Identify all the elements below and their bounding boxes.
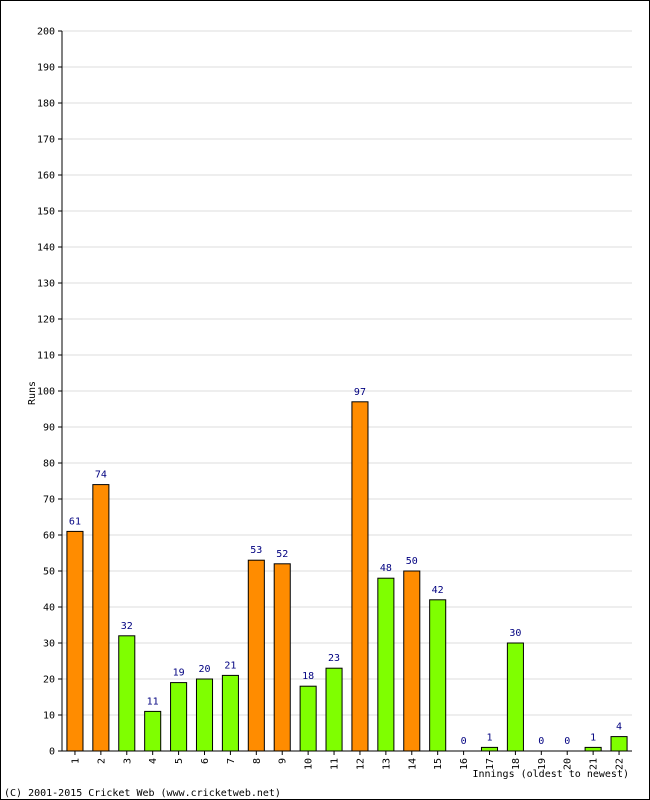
grid-lines xyxy=(58,30,632,752)
x-tick-label: 22 xyxy=(615,758,626,770)
value-label: 53 xyxy=(250,545,262,556)
x-tick-label: 17 xyxy=(485,758,496,770)
value-labels: 61 74 32 11 19 20 21 53 52 18 23 97 48 50 42 0 1 30 0 0 1 4 xyxy=(69,387,622,747)
x-tick-label: 19 xyxy=(537,758,548,770)
bar xyxy=(66,530,84,752)
bar xyxy=(247,559,265,752)
bar xyxy=(480,746,499,752)
y-tick-label: 140 xyxy=(37,243,55,254)
bar xyxy=(351,401,369,752)
bar xyxy=(325,667,343,752)
value-label: 50 xyxy=(406,556,418,567)
y-tick-label: 80 xyxy=(43,459,55,470)
x-tick-label: 9 xyxy=(278,758,289,764)
y-tick-label: 10 xyxy=(43,711,55,722)
x-tick-label: 18 xyxy=(511,758,522,770)
value-label: 1 xyxy=(590,732,596,743)
value-label: 1 xyxy=(486,732,492,743)
bar xyxy=(92,484,110,752)
bar xyxy=(273,563,291,752)
x-tick-label: 14 xyxy=(407,758,418,770)
x-tick-label: 8 xyxy=(252,758,263,764)
y-tick-label: 130 xyxy=(37,279,55,290)
value-label: 42 xyxy=(432,585,444,596)
y-tick-label: 180 xyxy=(37,99,55,110)
bar xyxy=(506,642,524,752)
y-tick-labels: 0 10 20 30 40 50 60 70 80 90 100 110 120 130 140 150 160… xyxy=(37,27,55,758)
y-tick-label: 50 xyxy=(43,567,55,578)
x-tick-label: 11 xyxy=(330,758,341,770)
value-label: 61 xyxy=(69,516,81,527)
value-label: 20 xyxy=(198,664,210,675)
y-tick-label: 150 xyxy=(37,207,55,218)
x-tick-label: 10 xyxy=(304,758,315,770)
y-tick-label: 200 xyxy=(37,27,55,38)
bar xyxy=(299,685,317,752)
bar xyxy=(221,674,239,752)
value-label: 74 xyxy=(95,470,107,481)
x-tick-label: 15 xyxy=(433,758,444,770)
bar xyxy=(118,635,136,752)
bar xyxy=(584,746,602,752)
value-label: 0 xyxy=(461,736,467,747)
x-axis-title: Innings (oldest to newest) xyxy=(472,769,629,780)
value-label: 0 xyxy=(538,736,544,747)
y-tick-label: 0 xyxy=(49,747,55,758)
value-label: 48 xyxy=(380,563,392,574)
bar xyxy=(429,599,447,752)
y-tick-label: 20 xyxy=(43,675,55,686)
x-tick-label: 13 xyxy=(381,758,392,770)
y-tick-label: 170 xyxy=(37,135,55,146)
bar xyxy=(170,682,188,752)
value-label: 18 xyxy=(302,671,314,682)
x-tick-label: 6 xyxy=(200,758,211,764)
value-label: 23 xyxy=(328,653,340,664)
value-label: 11 xyxy=(147,696,159,707)
y-tick-label: 90 xyxy=(43,423,55,434)
bar xyxy=(377,577,395,752)
x-tick-label: 20 xyxy=(563,758,574,770)
bars xyxy=(66,401,628,752)
value-label: 32 xyxy=(121,621,133,632)
x-tick-label: 21 xyxy=(589,758,600,770)
y-tick-label: 190 xyxy=(37,63,55,74)
x-tick-label: 12 xyxy=(355,758,366,770)
y-tick-label: 160 xyxy=(37,171,55,182)
x-tick-label: 5 xyxy=(174,758,185,764)
value-label: 21 xyxy=(224,660,236,671)
x-tick-label: 3 xyxy=(122,758,133,764)
axes xyxy=(61,31,632,752)
x-tick-label: 7 xyxy=(226,758,237,764)
x-tick-labels: 1 2 3 4 5 6 7 8 9 10 11 12 13 14 15 16 17 18 19 20 21 22 xyxy=(70,751,626,770)
value-label: 4 xyxy=(616,722,622,733)
bar xyxy=(610,736,628,752)
copyright-footer: (C) 2001-2015 Cricket Web (www.cricketwe… xyxy=(4,788,281,799)
y-axis-title: Runs xyxy=(27,381,38,405)
y-tick-label: 110 xyxy=(37,351,55,362)
value-label: 19 xyxy=(173,668,185,679)
value-label: 30 xyxy=(509,628,521,639)
value-label: 97 xyxy=(354,387,366,398)
y-tick-label: 100 xyxy=(37,387,55,398)
x-tick-label: 1 xyxy=(70,758,81,764)
value-label: 0 xyxy=(564,736,570,747)
value-label: 52 xyxy=(276,549,288,560)
bar xyxy=(144,710,162,752)
y-tick-label: 120 xyxy=(37,315,55,326)
y-tick-label: 70 xyxy=(43,495,55,506)
bar xyxy=(195,678,214,752)
x-tick-label: 4 xyxy=(148,758,159,764)
bar xyxy=(403,570,421,752)
x-tick-label: 16 xyxy=(459,758,470,770)
x-tick-label: 2 xyxy=(96,758,107,764)
y-tick-label: 30 xyxy=(43,639,55,650)
y-tick-label: 60 xyxy=(43,531,55,542)
y-tick-label: 40 xyxy=(43,603,55,614)
